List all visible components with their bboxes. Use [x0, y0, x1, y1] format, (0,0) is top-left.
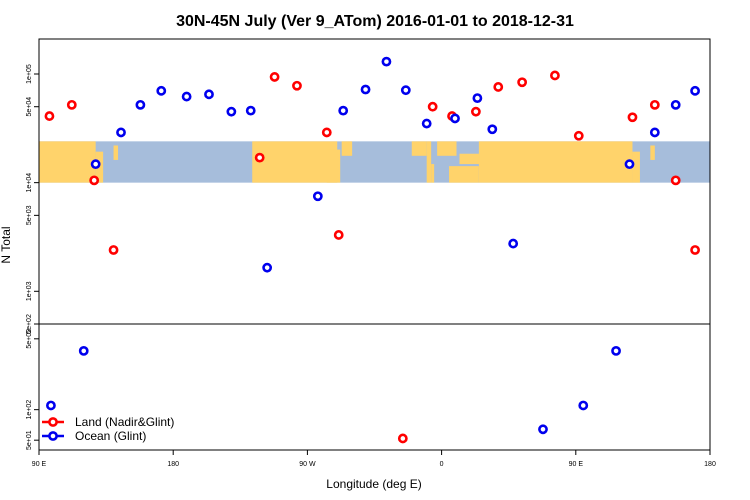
- land-point: [470, 106, 481, 117]
- land-point: [321, 127, 332, 138]
- lower-y-axis: 5e+01 1e+02 5e+02: [26, 329, 39, 450]
- ocean-point: [226, 106, 237, 117]
- lower-panel: 5e+01 1e+02 5e+02: [26, 323, 711, 451]
- map-land: [437, 141, 457, 156]
- map-land: [431, 164, 435, 183]
- ocean-point: [262, 262, 273, 273]
- ocean-point: [472, 93, 483, 104]
- land-point: [108, 245, 119, 255]
- y-axis-label: N Total: [0, 226, 13, 263]
- land-point: [269, 72, 280, 82]
- land-point: [292, 80, 302, 91]
- x-tick-label: 90 W: [299, 461, 316, 468]
- ocean-point: [538, 424, 548, 435]
- x-tick-label: 90 E: [32, 461, 47, 468]
- y-tick-label: 5e+02: [26, 329, 33, 349]
- y-tick-label: 1e+05: [26, 64, 33, 84]
- map-land: [39, 141, 96, 183]
- land-point: [333, 230, 344, 240]
- land-point: [493, 82, 504, 92]
- map-land: [326, 149, 341, 183]
- land-point: [254, 152, 265, 163]
- ocean-point: [360, 84, 371, 95]
- ocean-point: [78, 345, 89, 356]
- y-tick-label: 1e+04: [26, 173, 33, 193]
- ocean-point: [670, 99, 681, 110]
- ocean-point: [338, 105, 349, 116]
- ocean-point: [649, 127, 660, 138]
- land-point: [627, 112, 638, 123]
- ocean-point: [690, 85, 700, 96]
- ocean-point: [450, 113, 460, 124]
- ocean-point: [181, 91, 192, 102]
- land-point: [670, 175, 681, 186]
- upper-panel: 5e+02 1e+03 5e+03 1e+04 5e+04 1e+05: [26, 38, 711, 334]
- legend: Land (Nadir&Glint) Ocean (Glint): [42, 415, 174, 443]
- world-map-band: [39, 141, 710, 183]
- ocean-point: [204, 89, 214, 100]
- chart-title: 30N-45N July (Ver 9_ATom) 2016-01-01 to …: [176, 13, 574, 30]
- y-tick-label: 5e+03: [26, 205, 33, 225]
- map-land: [341, 141, 353, 156]
- x-tick-label: 90 E: [569, 461, 584, 468]
- land-point: [427, 101, 438, 112]
- map-land: [252, 141, 338, 183]
- ocean-point: [245, 105, 256, 116]
- land-point: [89, 175, 100, 186]
- land-point: [517, 77, 528, 88]
- map-land: [426, 141, 432, 183]
- x-tick-label: 180: [704, 461, 716, 468]
- x-tick-label: 180: [167, 461, 179, 468]
- ocean-point: [156, 85, 167, 96]
- map-land: [459, 153, 487, 165]
- land-point: [66, 99, 77, 110]
- ocean-point: [90, 159, 101, 170]
- ocean-point: [508, 238, 519, 249]
- map-land: [632, 151, 640, 183]
- land-point: [550, 70, 560, 81]
- land-point: [573, 130, 584, 141]
- y-tick-label: 1e+02: [26, 400, 33, 420]
- ocean-point: [381, 56, 392, 67]
- ocean-point: [578, 400, 589, 411]
- ocean-point: [611, 345, 621, 356]
- ocean-point: [312, 191, 323, 202]
- ocean-point: [46, 400, 56, 411]
- legend-ocean-label: Ocean (Glint): [75, 429, 146, 443]
- x-axis-label: Longitude (deg E): [326, 477, 421, 491]
- land-point: [690, 245, 700, 255]
- map-land: [478, 141, 633, 183]
- legend-ocean-marker: [48, 431, 58, 441]
- map-land: [650, 145, 655, 160]
- map-land: [411, 141, 427, 156]
- upper-y-axis: 5e+02 1e+03 5e+03 1e+04 5e+04 1e+05: [26, 64, 39, 334]
- upper-data-points: [44, 56, 700, 273]
- x-tick-label: 0: [440, 461, 444, 468]
- y-tick-label: 1e+03: [26, 281, 33, 301]
- y-tick-label: 5e+04: [26, 97, 33, 117]
- y-tick-label: 5e+02: [26, 314, 33, 334]
- ocean-point: [487, 124, 498, 135]
- ocean-point: [135, 99, 146, 110]
- legend-land-marker: [48, 417, 58, 427]
- ocean-point: [400, 85, 411, 96]
- x-axis: 90 E 180 90 W 0 90 E 180: [32, 450, 716, 468]
- ocean-point: [421, 118, 432, 129]
- legend-land-label: Land (Nadir&Glint): [75, 415, 174, 429]
- lower-data-points: [46, 345, 621, 444]
- map-land: [449, 166, 479, 183]
- land-point: [397, 433, 408, 444]
- y-tick-label: 5e+01: [26, 430, 33, 450]
- lower-plot-frame: [38, 323, 711, 451]
- ocean-point: [624, 159, 635, 170]
- map-land: [113, 145, 119, 160]
- land-point: [649, 99, 660, 110]
- land-point: [44, 111, 55, 121]
- ocean-point: [116, 127, 126, 138]
